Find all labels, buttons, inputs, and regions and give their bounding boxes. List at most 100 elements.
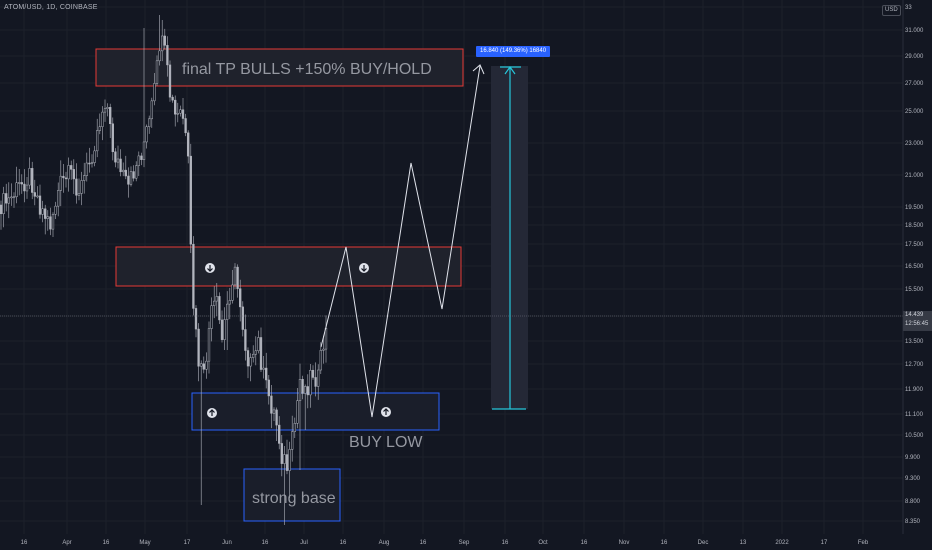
candle-body [241,306,244,330]
candle-body [194,308,198,330]
candle-body [181,109,185,119]
time-tick-label: 16 [581,540,588,546]
candle-body [288,449,291,471]
candle-body [205,360,208,370]
price-tick-label: 13.500 [905,339,924,345]
candle-body [150,100,153,120]
price-tick-label: 11.100 [905,412,924,418]
candle-body [311,369,315,378]
candle-body [298,379,302,401]
price-tick-label: 19.500 [905,205,924,211]
candle-body [15,182,18,198]
price-tick-label: 25.000 [905,109,924,115]
candle-body [114,151,117,163]
price-tick-label: 18.500 [905,223,924,229]
candle-body [46,216,49,219]
tp-zone-label: final TP BULLS +150% BUY/HOLD [182,61,432,78]
candle-body [109,107,112,124]
time-tick-label: 2022 [775,540,789,546]
candle-body [64,177,68,180]
candle-body [265,367,268,381]
candle-body [10,196,13,199]
candle-body [70,165,73,170]
candle-body [38,195,42,215]
time-axis[interactable]: 16 Apr 16 May 17 Jun 16 Jul 16 Aug 16 Sep 16 Oct 16 Nov… [21,540,869,546]
price-tick-label: 9.300 [905,476,921,482]
candle-body [270,395,273,414]
bar-countdown: 12:56:45 [905,321,929,327]
symbol-title[interactable]: ATOM/USD, 1D, COINBASE [4,4,98,11]
candle-body [161,35,164,52]
candle-body [168,64,172,98]
candle-body [59,175,62,191]
time-tick-label: Apr [62,540,71,546]
candle-body [140,155,143,160]
candle-body [218,296,221,321]
candle-body [85,162,88,176]
candle-body [83,175,86,181]
candle-body [5,193,8,204]
candle-body [148,118,151,127]
candle-body [179,109,182,114]
candle-body [233,266,237,286]
time-tick-label: Dec [698,540,709,546]
strong-base-label: strong base [252,490,336,507]
candle-body [129,171,133,185]
time-tick-label: Jun [222,540,232,546]
time-tick-label: Oct [538,540,548,546]
candle-body [275,409,278,426]
candle-body [283,454,286,464]
candle-body [36,195,39,198]
candle-body [75,178,78,196]
price-tick-label: 27.000 [905,81,924,87]
current-price-tag: 14.439 12:56:45 [903,311,932,331]
candle-body [246,350,250,367]
time-tick-label: Feb [858,540,869,546]
candle-body [306,386,309,396]
candle-body [44,208,47,219]
time-tick-label: Jul [300,540,308,546]
currency-badge[interactable]: USD [882,5,901,16]
candle-body [98,126,101,131]
candle-body [192,243,195,309]
candle-body [137,155,140,166]
price-tick-label: 10.500 [905,433,924,439]
candle-body [171,96,174,101]
time-tick-label: Aug [379,540,390,546]
time-tick-label: May [139,540,150,546]
candle-body [189,155,192,245]
candle-body [96,130,99,152]
price-tick-label: 23.000 [905,141,924,147]
candle-body [132,171,135,179]
price-tick-label: 8.800 [905,499,921,505]
candle-body [0,204,3,215]
candle-body [213,300,216,306]
candle-body [236,266,239,289]
candle-body [124,169,127,177]
candle-body [304,386,307,394]
candle-body [184,118,187,134]
candle-body [93,150,96,163]
price-tick-label: 17.500 [905,242,924,248]
time-tick-label: Sep [459,540,470,546]
candle-body [7,197,10,204]
candle-body [80,180,83,194]
time-tick-label: 17 [821,540,828,546]
price-tick-label: 15.500 [905,287,924,293]
candle-body [291,431,294,450]
candle-body [77,193,81,196]
price-tick-label: 9.900 [905,455,921,461]
grid-lines [0,0,903,534]
candle-body [163,35,166,46]
candle-body [2,193,5,215]
candle-body [127,175,130,185]
candle-body [67,165,70,180]
candle-body [119,158,122,173]
time-tick-label: 17 [184,540,191,546]
candle-body [18,182,21,184]
candle-body [41,208,44,215]
candle-body [12,196,16,199]
candle-body [142,141,146,160]
candle-body [90,162,94,164]
